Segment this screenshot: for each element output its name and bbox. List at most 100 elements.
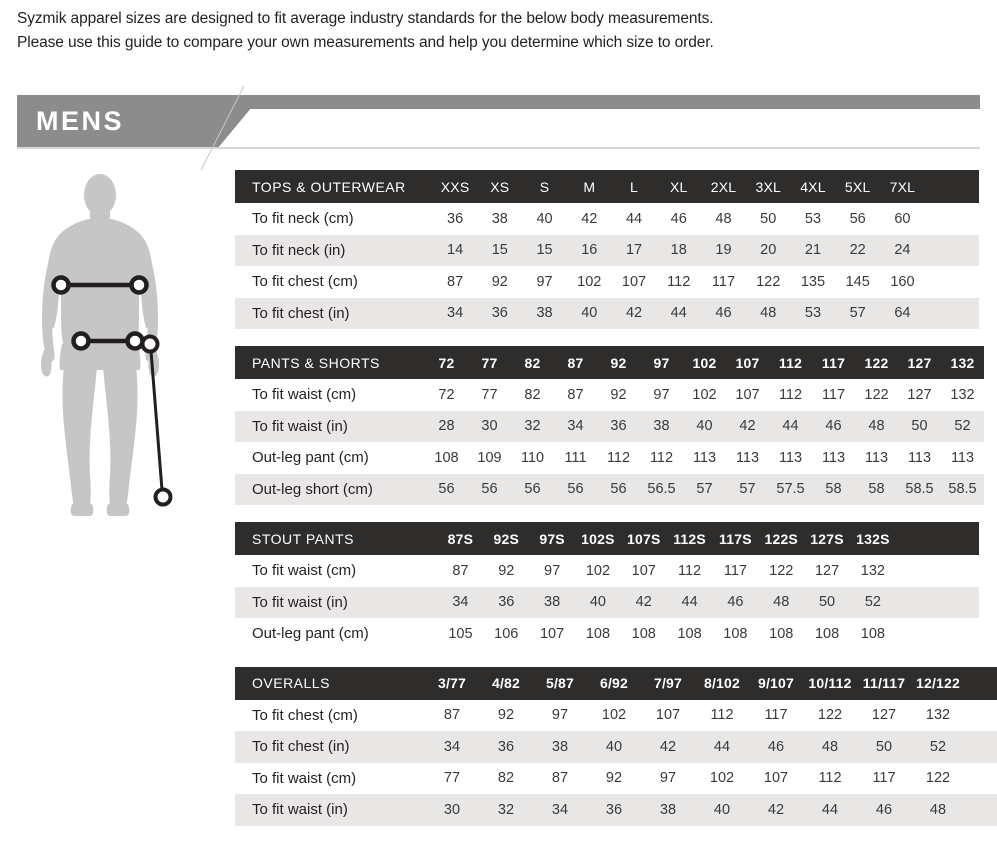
measurement-value: 107 — [539, 625, 565, 642]
measurement-value: 108 — [585, 625, 611, 642]
measurement-value: 64 — [894, 305, 911, 322]
measurement-value: 50 — [818, 594, 836, 611]
measurement-value: 48 — [929, 801, 947, 818]
measurement-value: 117 — [723, 562, 747, 579]
measurement-value: 112 — [649, 449, 674, 466]
measurement-value: 57 — [739, 481, 756, 498]
measurement-value: 36 — [498, 594, 515, 611]
measurement-value: 77 — [443, 770, 461, 787]
measurement-value: 122 — [864, 386, 889, 403]
measurement-value: 113 — [950, 449, 975, 466]
measurement-value: 38 — [536, 305, 553, 322]
measurement-value: 102 — [577, 273, 602, 290]
size-column-header: 4XL — [800, 178, 826, 195]
measurement-value: 57 — [696, 481, 713, 498]
table-cell-spacer — [925, 235, 952, 267]
measurement-value: 112 — [678, 562, 702, 579]
measurement-value: 112 — [778, 386, 803, 403]
table-header-spacer — [951, 522, 979, 555]
measurement-value: 24 — [894, 242, 911, 259]
size-column-header: L — [630, 178, 638, 195]
measurement-value: 109 — [477, 449, 502, 466]
measurement-value: 30 — [443, 801, 461, 818]
measurement-value: 92 — [498, 562, 515, 579]
table-title: TOPS & OUTERWEAR — [252, 178, 406, 195]
table-cell-spacer — [952, 235, 979, 267]
measurement-value: 160 — [890, 273, 915, 290]
measurement-value: 105 — [448, 625, 473, 642]
outleg-measurement-marker — [149, 350, 164, 491]
measurement-value: 57 — [849, 305, 866, 322]
measurement-value: 38 — [653, 418, 670, 435]
measurement-value: 40 — [589, 594, 606, 611]
table-title: PANTS & SHORTS — [252, 354, 380, 371]
measurement-value: 122 — [756, 273, 781, 290]
size-column-header: 2XL — [710, 178, 737, 195]
measurement-value: 48 — [773, 594, 790, 611]
measurement-value: 42 — [659, 738, 677, 755]
measurement-value: 92 — [605, 770, 623, 787]
measurement-value: 122 — [817, 707, 843, 724]
measurement-value: 58.5 — [948, 481, 977, 498]
table-cell-spacer — [951, 618, 979, 650]
measurement-value: 87 — [551, 770, 569, 787]
banner-angled-block — [17, 95, 262, 148]
measurement-label: To fit chest (in) — [252, 304, 350, 322]
size-column-header: 11/117 — [862, 675, 906, 691]
body-measurement-diagram — [24, 168, 224, 518]
table-cell-spacer — [991, 731, 997, 763]
size-column-header: 92S — [493, 530, 520, 547]
size-column-header: 107S — [626, 530, 661, 547]
measurement-label: To fit waist (cm) — [252, 386, 357, 404]
chest-marker-right-icon — [129, 275, 149, 295]
measurement-value: 117 — [872, 770, 896, 787]
measurement-value: 107 — [655, 707, 681, 724]
measurement-value: 56 — [524, 481, 541, 498]
measurement-value: 18 — [670, 242, 687, 259]
measurement-value: 57.5 — [776, 481, 805, 498]
measurement-value: 44 — [625, 210, 643, 227]
size-column-header: 12/122 — [915, 675, 961, 691]
measurement-value: 42 — [739, 418, 756, 435]
measurement-value: 36 — [605, 801, 623, 818]
measurement-value: 92 — [497, 707, 515, 724]
measurement-value: 56 — [481, 481, 498, 498]
table-cell-spacer — [925, 203, 952, 235]
table-cell-spacer — [965, 794, 991, 826]
table-title: OVERALLS — [252, 675, 330, 691]
measurement-value: 97 — [653, 386, 670, 403]
size-column-header: 102 — [692, 354, 717, 371]
measurement-value: 20 — [760, 242, 777, 259]
measurement-value: 97 — [536, 273, 553, 290]
measurement-value: 36 — [447, 210, 464, 227]
section-banner-mens: MENS — [0, 85, 997, 171]
table-header-spacer — [952, 170, 979, 203]
measurement-value: 50 — [911, 418, 928, 435]
table-cell-spacer — [951, 587, 979, 619]
measurement-value: 127 — [907, 386, 932, 403]
size-column-header: 112S — [673, 530, 706, 547]
table-header-row: STOUT PANTS 87S 92S 97S 102S 107S 112S 117S 122S… — [235, 522, 979, 555]
measurement-value: 112 — [606, 449, 631, 466]
size-column-header: 82 — [524, 354, 541, 371]
measurement-value: 40 — [605, 738, 623, 755]
measurement-value: 97 — [544, 562, 561, 579]
outleg-marker-bottom-icon — [153, 487, 173, 507]
measurement-value: 44 — [713, 738, 731, 755]
measurement-value: 52 — [864, 594, 881, 611]
measurement-value: 17 — [625, 242, 643, 259]
table-header-row: TOPS & OUTERWEAR XXS XS S M L XL 2XL 3XL 4XL 5XL 7X… — [235, 170, 979, 203]
measurement-label: To fit chest (cm) — [252, 273, 358, 291]
measurement-value: 87 — [447, 273, 464, 290]
measurement-value: 135 — [800, 273, 826, 290]
size-column-header: 3/77 — [437, 675, 467, 691]
measurement-value: 40 — [696, 418, 713, 435]
measurement-value: 113 — [735, 449, 760, 466]
size-column-header: 9/107 — [757, 675, 795, 691]
measurement-value: 56 — [567, 481, 584, 498]
measurement-value: 110 — [520, 449, 545, 466]
table-row: To fit waist (cm) 77 82 87 92 97 102 107 112 117 1… — [235, 762, 997, 794]
measurement-value: 34 — [447, 305, 464, 322]
table-cell-spacer — [896, 587, 924, 619]
table-header-spacer — [965, 667, 991, 700]
